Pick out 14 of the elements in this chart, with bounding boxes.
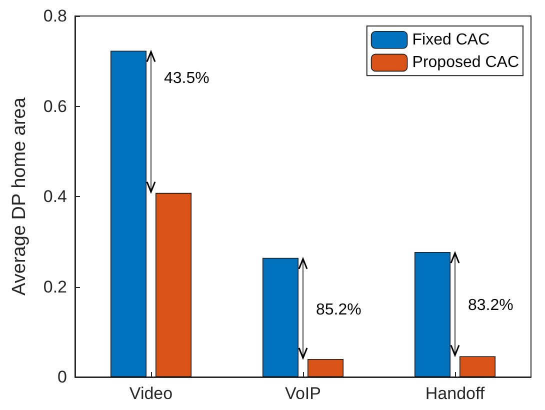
y-tick-label: 0.6 — [43, 96, 67, 116]
y-tick-label: 0.2 — [43, 277, 67, 296]
y-tick-label: 0.8 — [43, 6, 67, 26]
legend-label: Proposed CAC — [412, 54, 519, 72]
y-tick-label: 0 — [58, 368, 67, 386]
x-tick-label: Handoff — [425, 384, 485, 403]
annotation: 83.2% — [468, 297, 514, 314]
x-tick-label: Video — [129, 384, 173, 403]
annotation: 85.2% — [316, 301, 362, 318]
legend-label: Fixed CAC — [412, 31, 490, 48]
x-tick-label: VoIP — [285, 384, 321, 403]
y-axis-title: Average DP home area — [9, 97, 30, 296]
annotation: 43.5% — [164, 70, 210, 87]
y-tick-label: 0.4 — [43, 187, 67, 206]
